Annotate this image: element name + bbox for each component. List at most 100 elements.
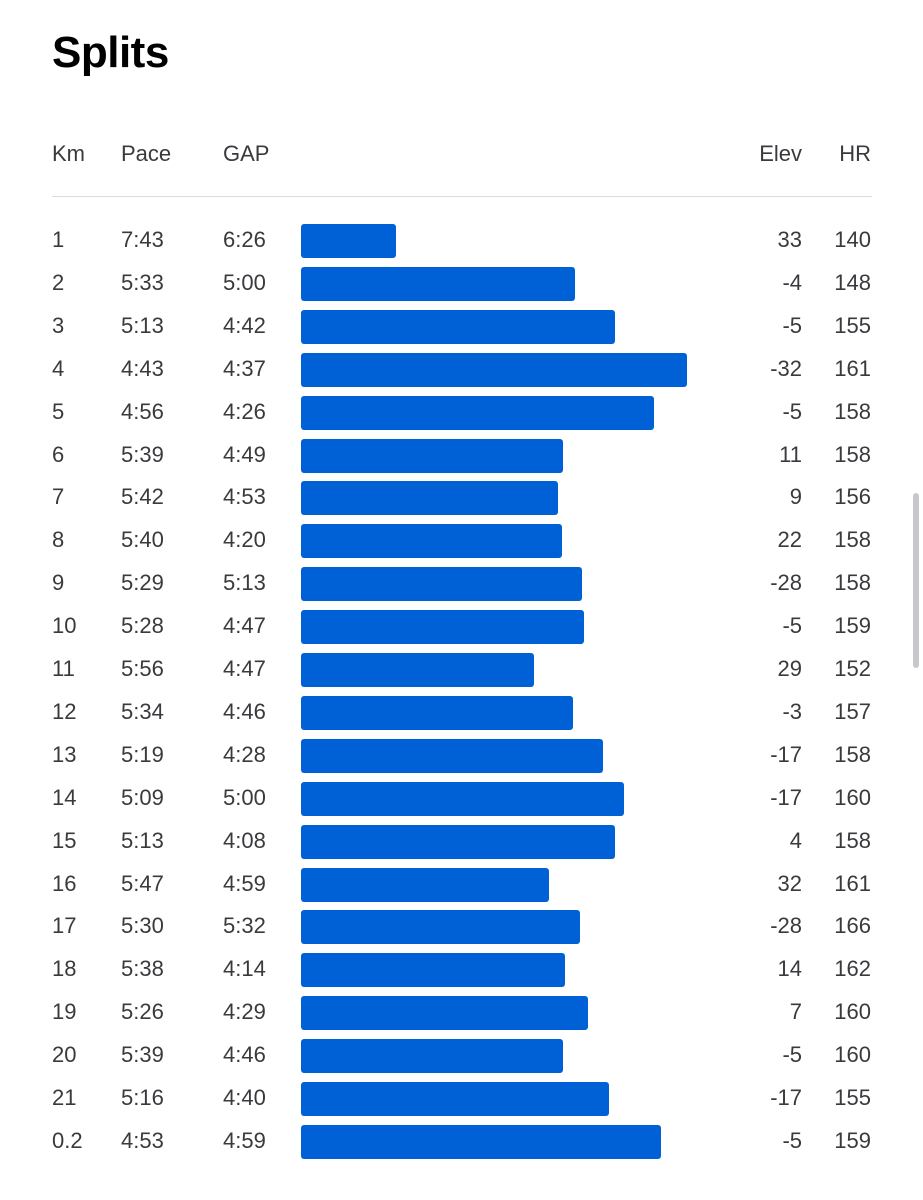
- split-elev: -17: [770, 785, 802, 810]
- pace-bar: [301, 1082, 609, 1116]
- scrollbar[interactable]: [913, 493, 919, 668]
- split-elev: 22: [777, 527, 802, 552]
- split-hr: 158: [834, 442, 871, 467]
- split-pace: 5:26: [121, 999, 164, 1024]
- table-row: 1 7:43 6:26 33 140: [0, 222, 923, 258]
- split-elev: 7: [789, 999, 802, 1024]
- split-km: 12: [52, 699, 77, 724]
- pace-bar: [301, 439, 563, 473]
- split-km: 3: [52, 313, 65, 338]
- table-row: 12 5:34 4:46 -3 157: [0, 694, 923, 730]
- split-gap: 4:29: [223, 999, 266, 1024]
- split-km: 18: [52, 956, 77, 981]
- table-row: 8 5:40 4:20 22 158: [0, 522, 923, 558]
- split-hr: 140: [834, 227, 871, 252]
- split-gap: 4:59: [223, 1128, 266, 1153]
- split-pace: 5:09: [121, 785, 164, 810]
- pace-bar: [301, 1125, 661, 1159]
- split-gap: 5:00: [223, 785, 266, 810]
- header-km: Km: [52, 141, 85, 166]
- split-pace: 5:47: [121, 871, 164, 896]
- split-gap: 4:49: [223, 442, 266, 467]
- table-row: 18 5:38 4:14 14 162: [0, 951, 923, 987]
- split-pace: 5:19: [121, 742, 164, 767]
- split-elev: 33: [777, 227, 802, 252]
- table-row: 14 5:09 5:00 -17 160: [0, 780, 923, 816]
- table-row: 3 5:13 4:42 -5 155: [0, 308, 923, 344]
- pace-bar: [301, 996, 588, 1030]
- split-pace: 4:56: [121, 399, 164, 424]
- split-elev: 4: [789, 828, 802, 853]
- pace-bar: [301, 1039, 563, 1073]
- table-row: 17 5:30 5:32 -28 166: [0, 908, 923, 944]
- table-row: 20 5:39 4:46 -5 160: [0, 1037, 923, 1073]
- pace-bar: [301, 696, 573, 730]
- split-pace: 5:28: [121, 613, 164, 638]
- split-pace: 5:38: [121, 956, 164, 981]
- split-hr: 155: [834, 313, 871, 338]
- split-km: 4: [52, 356, 65, 381]
- split-gap: 5:00: [223, 270, 266, 295]
- split-pace: 4:43: [121, 356, 164, 381]
- split-hr: 161: [834, 356, 871, 381]
- split-gap: 5:32: [223, 913, 266, 938]
- split-gap: 6:26: [223, 227, 266, 252]
- split-pace: 4:53: [121, 1128, 164, 1153]
- split-elev: -4: [782, 270, 802, 295]
- split-km: 11: [52, 656, 75, 681]
- split-pace: 5:56: [121, 656, 164, 681]
- split-pace: 5:30: [121, 913, 164, 938]
- split-km: 16: [52, 871, 77, 896]
- header-gap: GAP: [223, 141, 270, 166]
- split-km: 21: [52, 1085, 77, 1110]
- pace-bar: [301, 567, 582, 601]
- split-elev: -28: [770, 913, 802, 938]
- split-elev: 32: [777, 871, 802, 896]
- split-elev: -17: [770, 1085, 802, 1110]
- split-pace: 5:29: [121, 570, 164, 595]
- split-elev: 11: [779, 442, 802, 467]
- split-pace: 5:13: [121, 828, 164, 853]
- split-elev: -5: [782, 613, 802, 638]
- split-hr: 158: [834, 570, 871, 595]
- header-pace: Pace: [121, 141, 172, 166]
- split-gap: 4:08: [223, 828, 266, 853]
- split-pace: 5:33: [121, 270, 164, 295]
- split-hr: 157: [834, 699, 871, 724]
- split-km: 2: [52, 270, 65, 295]
- table-row: 2 5:33 5:00 -4 148: [0, 265, 923, 301]
- split-pace: 5:16: [121, 1085, 164, 1110]
- table-row: 21 5:16 4:40 -17 155: [0, 1080, 923, 1116]
- split-elev: 29: [777, 656, 802, 681]
- table-row: 9 5:29 5:13 -28 158: [0, 565, 923, 601]
- header-divider: [52, 196, 872, 197]
- table-row: 10 5:28 4:47 -5 159: [0, 608, 923, 644]
- split-elev: -28: [770, 570, 802, 595]
- table-row: 7 5:42 4:53 9 156: [0, 479, 923, 515]
- split-km: 8: [52, 527, 65, 552]
- split-km: 0.2: [52, 1128, 83, 1153]
- split-km: 20: [52, 1042, 77, 1067]
- table-row: 6 5:39 4:49 11 158: [0, 437, 923, 473]
- split-hr: 166: [834, 913, 871, 938]
- split-hr: 158: [834, 742, 871, 767]
- header-elev: Elev: [759, 141, 802, 166]
- table-row: 11 5:56 4:47 29 152: [0, 651, 923, 687]
- split-hr: 158: [834, 399, 871, 424]
- split-pace: 7:43: [121, 227, 164, 252]
- split-elev: -32: [770, 356, 802, 381]
- table-row: 13 5:19 4:28 -17 158: [0, 737, 923, 773]
- split-gap: 4:28: [223, 742, 266, 767]
- split-km: 9: [52, 570, 65, 595]
- table-row: 16 5:47 4:59 32 161: [0, 866, 923, 902]
- split-gap: 4:59: [223, 871, 266, 896]
- split-pace: 5:13: [121, 313, 164, 338]
- pace-bar: [301, 524, 562, 558]
- pace-bar: [301, 396, 654, 430]
- pace-bar: [301, 481, 558, 515]
- split-km: 6: [52, 442, 65, 467]
- split-pace: 5:39: [121, 442, 164, 467]
- split-gap: 4:14: [223, 956, 266, 981]
- split-pace: 5:40: [121, 527, 164, 552]
- split-gap: 4:37: [223, 356, 266, 381]
